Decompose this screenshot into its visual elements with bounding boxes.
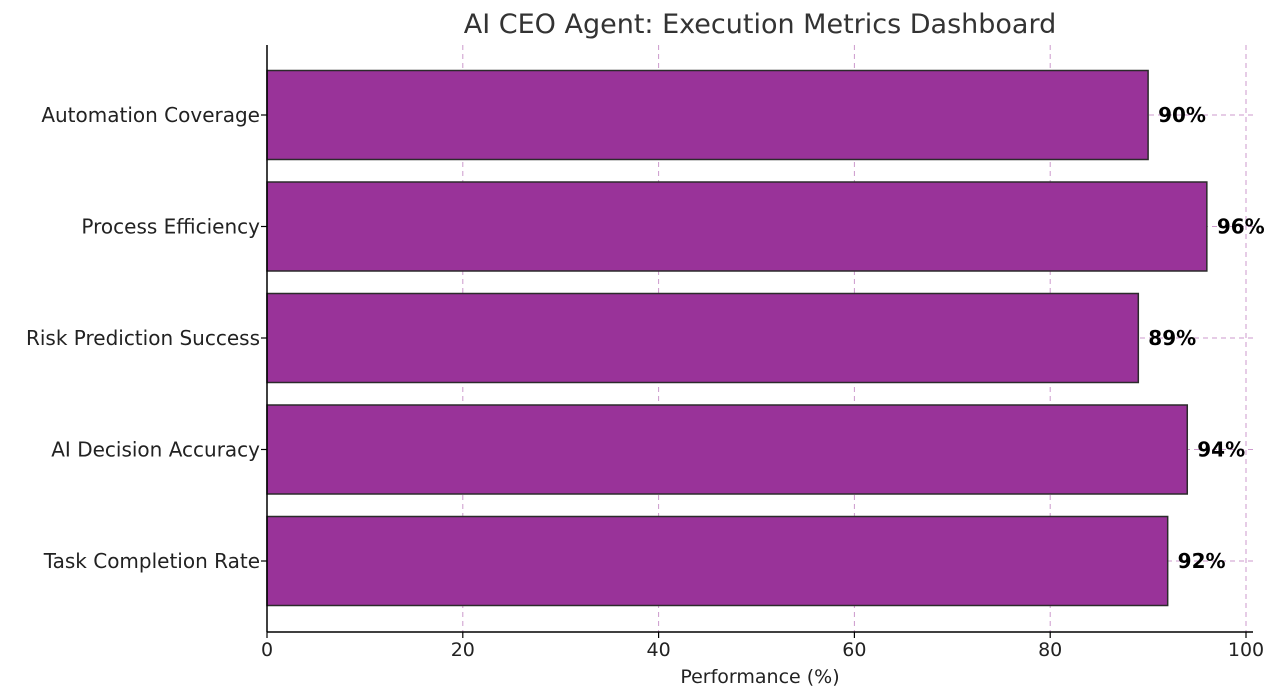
chart-title: AI CEO Agent: Execution Metrics Dashboar… — [464, 9, 1057, 40]
x-tick-label: 100 — [1228, 639, 1264, 661]
category-label: AI Decision Accuracy — [51, 438, 260, 462]
x-tick-label: 20 — [451, 639, 475, 661]
category-label: Task Completion Rate — [43, 549, 260, 573]
bar — [266, 292, 1140, 384]
x-tick-label: 0 — [261, 639, 273, 661]
value-label: 89% — [1148, 326, 1196, 350]
x-tick-label: 80 — [1038, 639, 1062, 661]
x-tick-label: 40 — [647, 639, 671, 661]
category-label: Automation Coverage — [41, 103, 260, 127]
x-axis-label: Performance (%) — [680, 666, 839, 688]
category-label: Process Efficiency — [81, 215, 260, 239]
bar — [266, 69, 1149, 161]
value-label: 94% — [1197, 438, 1245, 462]
bar — [266, 404, 1189, 495]
labels: 0 20 40 60 80 100 Task Completion Rate AI Decis… — [26, 103, 1265, 661]
bar — [266, 181, 1208, 272]
value-label: 92% — [1178, 549, 1226, 573]
bars — [266, 69, 1208, 607]
bar — [266, 515, 1169, 607]
value-label: 96% — [1217, 215, 1265, 239]
value-label: 90% — [1158, 103, 1206, 127]
axes — [261, 45, 1253, 638]
x-tick-label: 60 — [842, 639, 866, 661]
category-label: Risk Prediction Success — [26, 326, 260, 350]
